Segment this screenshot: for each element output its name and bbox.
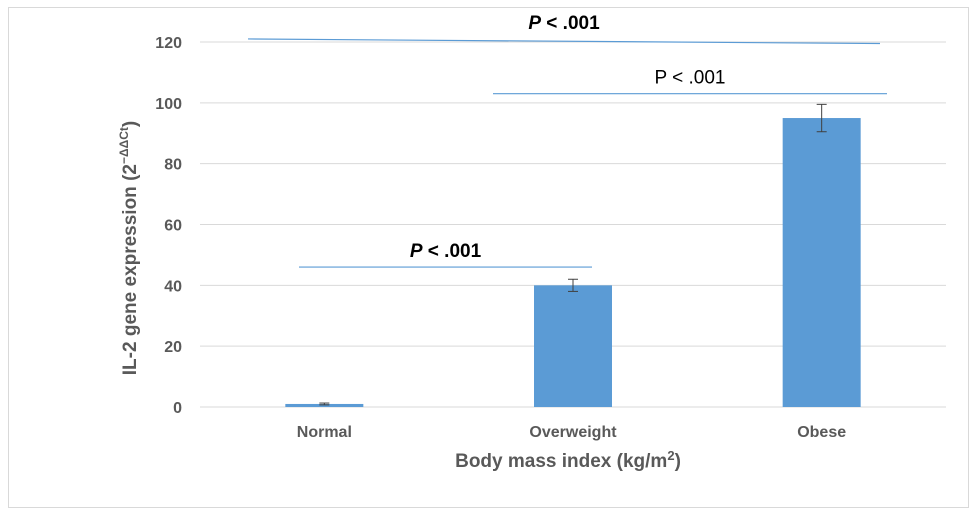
p-value-text: < .001 xyxy=(667,68,726,89)
y-tick-label: 120 xyxy=(155,35,182,52)
p-symbol: P xyxy=(655,68,667,89)
p-value-label: P < .001 xyxy=(655,68,726,89)
bar-overweight xyxy=(534,285,612,407)
error-bars xyxy=(319,103,827,406)
x-axis-title: Body mass index (kg/m2) xyxy=(455,448,681,472)
y-axis-title-end: ) xyxy=(120,121,141,127)
y-tick-label: 100 xyxy=(155,96,182,113)
y-axis-title-superscript: −ΔΔCt xyxy=(117,127,131,164)
y-axis-title-main: IL-2 gene expression (2 xyxy=(120,164,141,375)
bar-normal xyxy=(285,403,364,407)
x-tick-labels: Normal Overweight Obese xyxy=(297,424,846,441)
x-axis-title-superscript: 2 xyxy=(667,448,674,463)
y-axis-title: IL-2 gene expression (2−ΔΔCt) xyxy=(117,121,141,375)
p-value-text: < .001 xyxy=(541,13,600,34)
y-tick-label: 0 xyxy=(173,400,182,417)
y-tick-label: 20 xyxy=(164,339,182,356)
bar-obese xyxy=(782,118,861,408)
p-value-text: < .001 xyxy=(423,241,482,262)
y-tick-label: 60 xyxy=(164,218,182,235)
significance-bracket xyxy=(247,38,881,45)
p-value-label: P < .001 xyxy=(410,241,482,262)
p-value-label: P < .001 xyxy=(528,13,600,34)
y-tick-label: 80 xyxy=(164,157,182,174)
x-axis-title-main: Body mass index (kg/m xyxy=(455,451,667,472)
x-axis-title-end: ) xyxy=(675,451,681,472)
p-symbol: P xyxy=(528,13,541,34)
x-tick-label: Overweight xyxy=(529,424,617,441)
y-tick-labels: 0 20 40 60 80 100 120 xyxy=(155,35,182,417)
bars xyxy=(285,118,861,408)
x-tick-label: Normal xyxy=(297,424,352,441)
p-symbol: P xyxy=(410,241,423,262)
y-tick-label: 40 xyxy=(164,278,182,295)
x-tick-label: Obese xyxy=(797,424,846,441)
